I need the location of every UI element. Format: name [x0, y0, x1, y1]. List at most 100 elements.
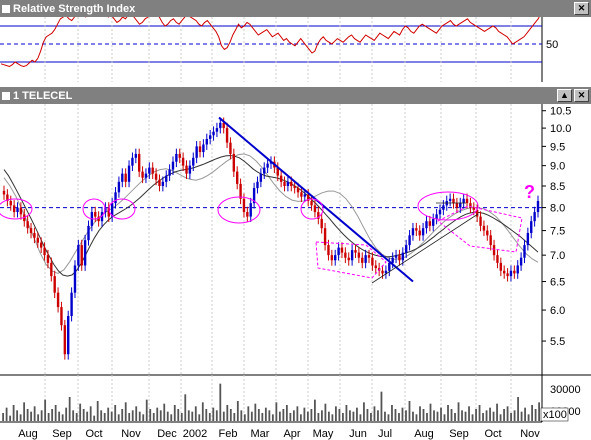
candle	[337, 242, 340, 261]
volume-bar	[285, 405, 288, 421]
candle	[222, 117, 225, 134]
candle	[276, 162, 279, 182]
highlight-oval	[0, 198, 33, 220]
rsi-panel: 50	[0, 10, 591, 82]
volume-bar	[131, 410, 134, 421]
candle	[198, 141, 202, 158]
price-panel: 5.5 6.0 6.5 7.0 7.5 8.0 8.5 9.0 9.5 10.0 10.5 ?	[0, 104, 591, 376]
volume-bar	[457, 402, 460, 421]
candle	[536, 195, 540, 218]
candle	[134, 148, 138, 164]
volume-bar	[194, 406, 197, 421]
candle	[236, 166, 239, 190]
volume-bar	[363, 402, 365, 421]
candle	[503, 265, 506, 279]
price-title-bar[interactable]: 1 TELECEL ▲ ✕	[0, 87, 591, 104]
volume-bar	[159, 410, 162, 421]
candle	[26, 215, 29, 234]
candle	[60, 301, 63, 331]
candle	[330, 249, 334, 266]
candle	[195, 141, 198, 164]
rsi-title-bar[interactable]: Relative Strength Index ✕	[0, 0, 591, 17]
candle	[516, 260, 519, 279]
candle	[252, 182, 256, 209]
candle	[374, 260, 377, 274]
volume-bar	[377, 410, 379, 421]
highlight-oval	[82, 198, 106, 220]
candle	[452, 193, 455, 209]
candle	[479, 211, 482, 232]
price-tick-label: 10.0	[550, 123, 571, 135]
price-tick-label: 7.5	[550, 226, 565, 238]
candle	[519, 252, 523, 271]
scroll-up-button[interactable]: ▲	[557, 89, 572, 102]
volume-bar	[380, 391, 383, 421]
volume-bar	[128, 413, 131, 421]
price-title: 1 TELECEL	[13, 89, 73, 102]
candle	[357, 247, 361, 264]
volume-bar	[82, 409, 85, 421]
candle	[313, 200, 317, 218]
volume-bar	[124, 402, 127, 421]
volume-bar	[257, 409, 260, 421]
volume-bar	[296, 406, 299, 421]
candle	[256, 176, 259, 194]
volume-bar	[2, 413, 4, 421]
candle	[286, 176, 290, 192]
candle	[361, 252, 364, 269]
volume-bar	[254, 403, 257, 421]
candle	[6, 189, 9, 207]
candle	[310, 195, 313, 211]
candle	[70, 287, 73, 322]
x-tick-label: 2002	[183, 428, 207, 440]
candle	[421, 222, 425, 241]
candle	[232, 148, 236, 177]
candle	[533, 206, 536, 227]
close-button[interactable]: ✕	[574, 2, 589, 15]
volume-bar	[349, 410, 351, 421]
x-tick-label: Nov	[121, 428, 141, 440]
candle	[492, 239, 496, 261]
volume-bar	[26, 409, 29, 421]
ma-black-line	[3, 154, 539, 277]
volume-bar	[527, 414, 530, 421]
candle	[246, 206, 249, 222]
highlight-oval	[217, 196, 261, 224]
candle	[486, 225, 489, 241]
candle	[350, 244, 354, 266]
candle	[171, 156, 175, 175]
candle	[513, 265, 516, 279]
volume-bar	[226, 405, 229, 421]
volume-bar	[222, 411, 225, 421]
candle	[394, 249, 398, 264]
volume-bar	[61, 414, 64, 421]
candle	[117, 176, 121, 198]
volume-bar	[359, 414, 362, 421]
volume-bar	[135, 406, 138, 421]
candle	[415, 222, 418, 236]
candle	[438, 204, 442, 220]
candle	[509, 265, 513, 282]
volume-bar	[138, 411, 141, 421]
x-tick-label: Aug	[414, 428, 434, 440]
close-button[interactable]: ✕	[574, 89, 589, 102]
volume-bar	[12, 405, 15, 421]
volume-bar	[215, 410, 218, 421]
volume-bar	[40, 410, 43, 421]
volume-bar	[471, 414, 474, 421]
volume-bar	[531, 405, 533, 421]
candle	[158, 174, 161, 192]
candle	[175, 148, 178, 168]
volume-bar	[482, 413, 484, 421]
candle	[384, 265, 388, 279]
candle	[327, 239, 330, 261]
volume-bar	[401, 407, 404, 421]
candle	[317, 206, 320, 225]
volume-bar	[450, 409, 453, 421]
candle	[192, 152, 195, 172]
volume-bar	[373, 406, 376, 421]
candle	[77, 239, 80, 271]
price-tick-label: 5.5	[550, 336, 565, 348]
volume-bar	[303, 407, 306, 421]
x-tick-label: Nov	[520, 428, 540, 440]
